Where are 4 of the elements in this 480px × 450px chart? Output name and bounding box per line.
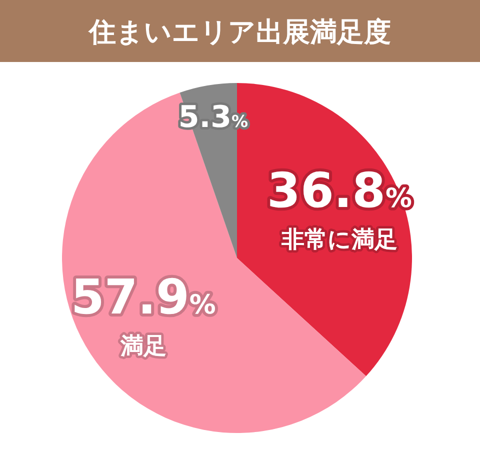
slice-label: 満足 — [119, 333, 166, 360]
data-label: 57.9% — [70, 269, 216, 326]
chart-title: 住まいエリア出展満足度 — [88, 17, 391, 48]
slice-label: 非常に満足 — [280, 226, 398, 253]
